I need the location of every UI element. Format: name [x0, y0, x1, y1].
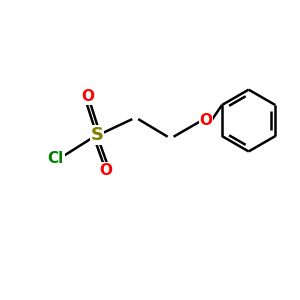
- Text: O: O: [99, 163, 112, 178]
- Text: Cl: Cl: [48, 151, 64, 166]
- Text: O: O: [82, 89, 95, 104]
- Text: O: O: [200, 113, 212, 128]
- Text: S: S: [91, 126, 103, 144]
